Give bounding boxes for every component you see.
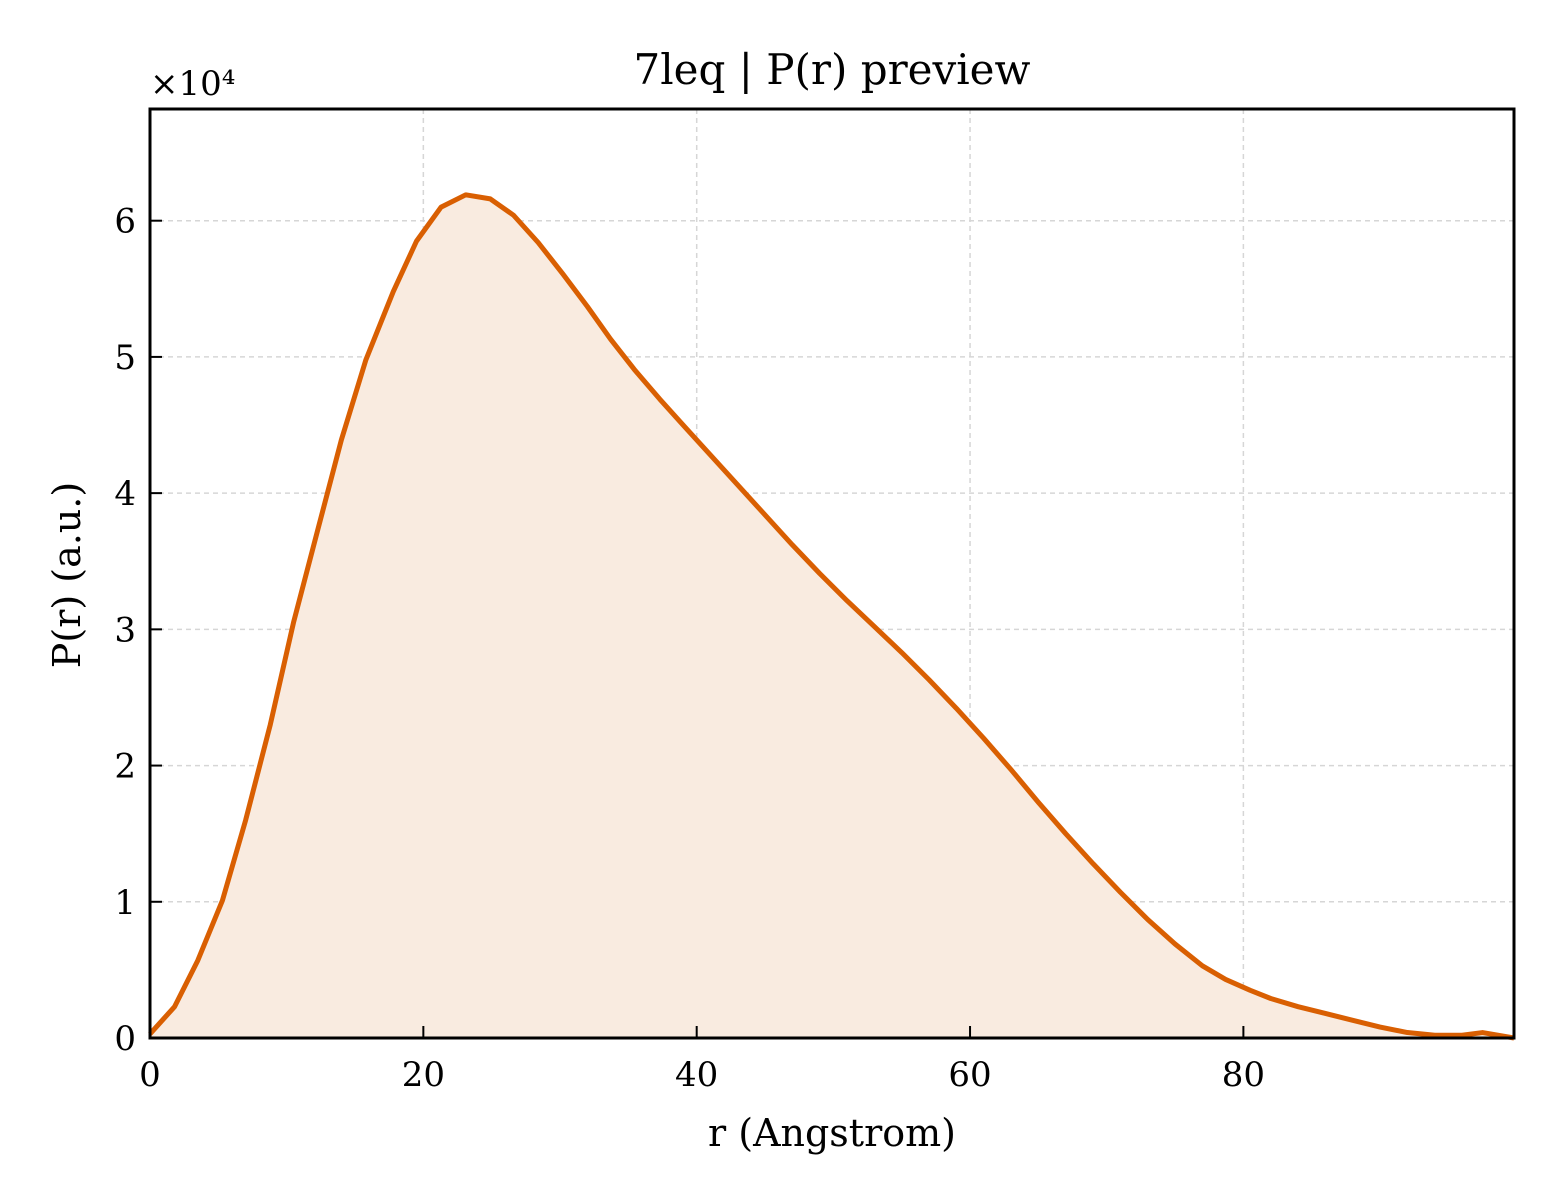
ticks: 0 20 40 60 80 0 1 2 3 4 5 6 [114,202,1265,1095]
series-line [148,192,1515,1041]
y-tick-label: 3 [114,610,136,650]
y-tick-label: 4 [114,474,136,514]
x-tick-label: 0 [139,1055,161,1095]
y-tick-label: 6 [114,202,136,242]
x-tick-label: 40 [675,1055,718,1095]
y-tick-label: 0 [114,1019,136,1059]
area-fill [150,194,1514,1038]
plot-frame [148,107,1516,1040]
y-axis-multiplier: ×10⁴ [150,64,235,104]
x-tick-label: 20 [402,1055,445,1095]
y-tick-label: 5 [114,338,136,378]
x-axis-label: r (Angstrom) [708,1111,956,1155]
x-tick-label: 60 [948,1055,991,1095]
chart-title: 7leq | P(r) preview [634,45,1031,94]
y-axis-label: P(r) (a.u.) [45,482,89,668]
y-tick-label: 1 [114,883,136,923]
y-tick-label: 2 [114,747,136,787]
x-tick-label: 80 [1222,1055,1265,1095]
